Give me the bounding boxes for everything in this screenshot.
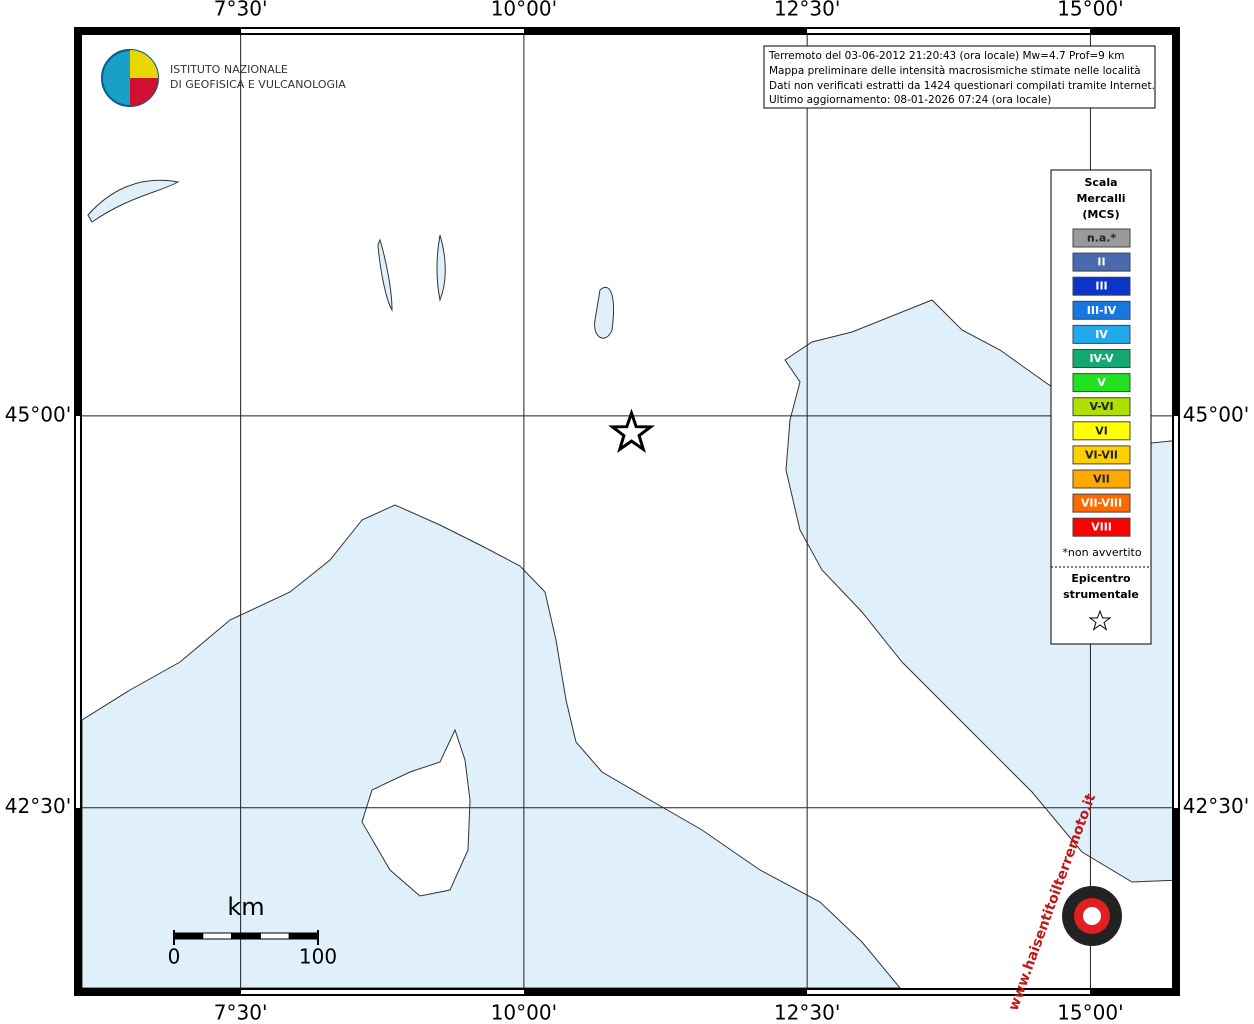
lon-tick-label: 7°30': [214, 1001, 268, 1024]
lon-tick-label: 7°30': [214, 0, 268, 21]
scale-unit: km: [227, 893, 264, 921]
scale-segment: [259, 932, 290, 940]
frame-ticks: [76, 29, 1178, 994]
legend-swatch: [1072, 276, 1131, 296]
legend-note: *non avvertito: [1062, 546, 1141, 559]
logo-sector: [130, 78, 158, 106]
lon-tick-label: 10°00': [491, 1001, 557, 1024]
lake-geneva: [87, 179, 180, 223]
scale-bar: km 0 100: [168, 893, 337, 969]
lake-garda: [594, 287, 614, 339]
lat-tick-label: 45°00': [1183, 402, 1249, 426]
legend-swatch: [1072, 397, 1131, 417]
legend-label: VIII: [1091, 521, 1112, 534]
logo-text: ISTITUTO NAZIONALE: [170, 63, 288, 76]
legend-swatch: [1072, 373, 1131, 393]
legend-title: Scala: [1084, 176, 1117, 189]
legend-label: V-VI: [1089, 400, 1113, 413]
legend-swatch: [1072, 300, 1131, 320]
legend-swatch: [1072, 517, 1131, 537]
logo-sector: [130, 50, 158, 78]
legend: Scala Mercalli (MCS) *non avvertito Epic…: [1050, 169, 1152, 645]
lat-tick-label: 45°00': [5, 402, 71, 426]
scale-segment: [288, 932, 319, 940]
epicenter: [608, 408, 655, 454]
scale-segment: [231, 932, 261, 940]
scale-label: 100: [299, 945, 337, 969]
tyrrhenian-sea: [82, 504, 901, 988]
legend-epicenter: Epicentro: [1071, 572, 1131, 585]
legend-swatch: [1072, 445, 1131, 465]
legend-label: IV-V: [1089, 352, 1114, 365]
lon-tick-label: 12°30': [774, 1001, 840, 1024]
info-frame: [763, 45, 1156, 109]
lon-tick-label: 10°00': [491, 0, 557, 21]
legend-label: V: [1097, 376, 1106, 389]
legend-label: II: [1097, 256, 1105, 269]
info-line: Terremoto del 03-06-2012 21:20:43 (ora l…: [768, 50, 1124, 62]
scale-label: 0: [168, 945, 181, 969]
legend-epicenter: strumentale: [1063, 588, 1139, 601]
legend-label: III-IV: [1087, 304, 1117, 317]
legend-swatch: [1072, 228, 1131, 248]
legend-label: n.a.*: [1087, 232, 1117, 245]
legend-label: VII: [1093, 473, 1110, 486]
legend-label: VI: [1095, 424, 1108, 437]
lon-tick-label: 15°00': [1057, 1001, 1123, 1024]
legend-swatch: [1072, 469, 1131, 489]
lon-tick-label: 12°30': [774, 0, 840, 21]
legend-swatch: [1072, 252, 1131, 272]
legend-star: [1088, 609, 1112, 631]
info-box: Terremoto del 03-06-2012 21:20:43 (ora l…: [763, 45, 1156, 109]
legend-label: VII-VIII: [1081, 497, 1122, 510]
corsica: [361, 728, 471, 897]
ingv-logo: ISTITUTO NAZIONALE DI GEOFISICA E VULCAN…: [101, 49, 346, 107]
info-line: Mappa preliminare delle intensità macros…: [769, 65, 1141, 77]
scale-segment: [173, 932, 204, 940]
legend-swatch: [1072, 324, 1131, 344]
lon-tick-label: 15°00': [1057, 0, 1123, 21]
lat-tick-label: 42°30': [5, 794, 71, 818]
legend-swatch: [1072, 493, 1131, 513]
legend-swatch: [1072, 421, 1131, 441]
info-line: Ultimo aggiornamento: 08-01-2026 07:24 (…: [769, 94, 1051, 106]
lake-como: [436, 234, 446, 302]
legend-label: III: [1095, 280, 1107, 293]
logo-text: DI GEOFISICA E VULCANOLOGIA: [170, 78, 346, 91]
info-line: Dati non verificati estratti da 1424 que…: [769, 80, 1155, 92]
legend-title: Mercalli: [1076, 192, 1125, 205]
scale-segment: [202, 932, 233, 940]
legend-label: VI-VII: [1085, 448, 1118, 461]
lat-tick-label: 42°30': [1183, 794, 1249, 818]
lake-maggiore: [377, 238, 393, 312]
legend-label: IV: [1095, 328, 1108, 341]
watermark-circle: [1083, 907, 1101, 925]
legend-title: (MCS): [1082, 208, 1119, 221]
legend-swatch: [1072, 349, 1131, 368]
